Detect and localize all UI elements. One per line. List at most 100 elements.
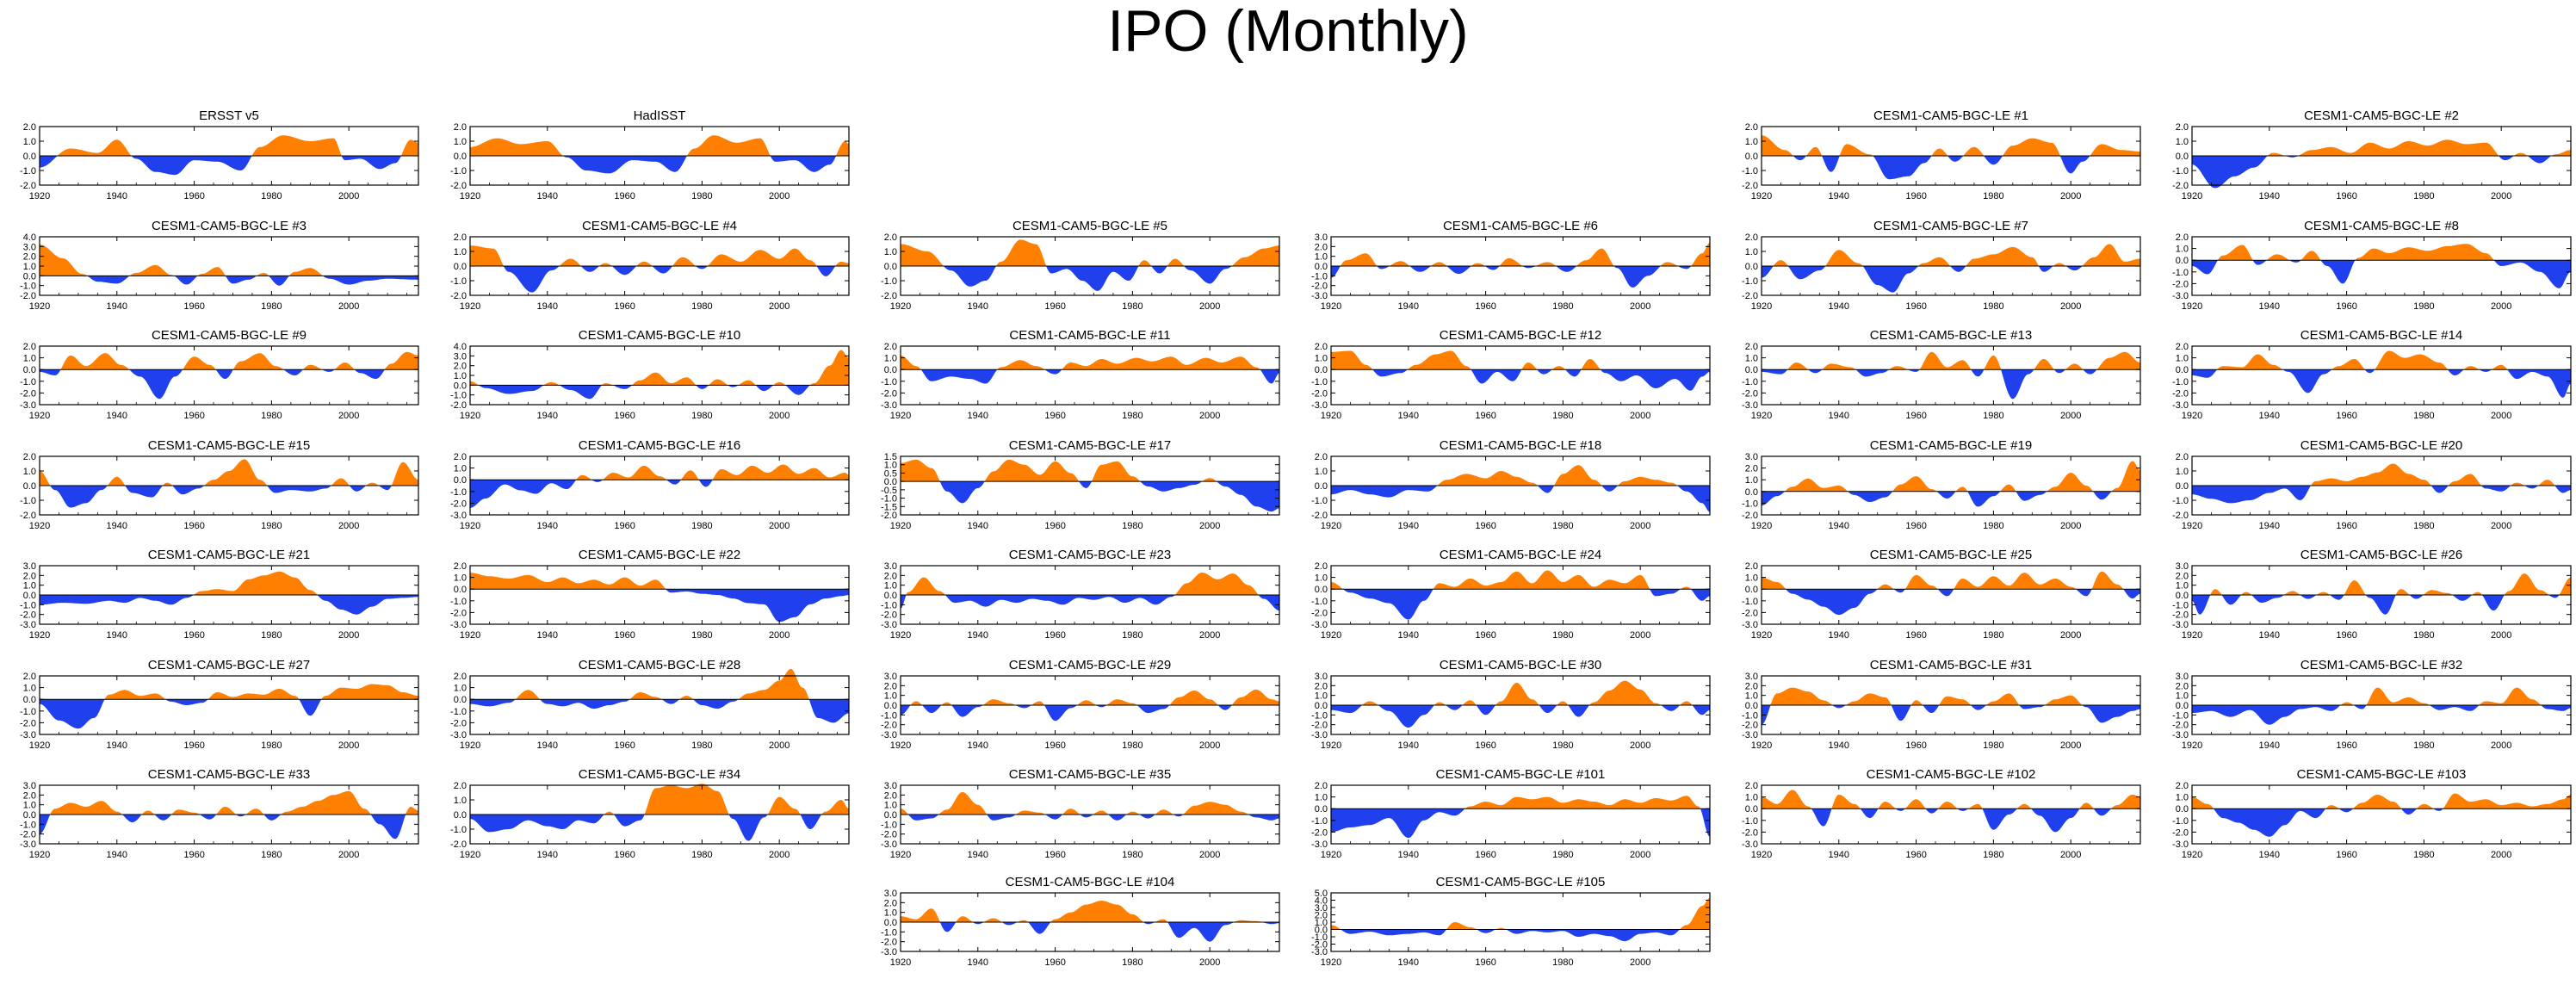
y-tick-label: -2.0	[1742, 827, 1758, 838]
y-tick-label: -1.0	[1311, 710, 1328, 721]
panel: CESM1-CAM5-BGC-LE #34 2.0 1.0 0.0 -1.0 -2.0 19…	[439, 764, 865, 871]
x-tick-label: 2000	[2060, 630, 2081, 641]
x-tick-label: 1960	[614, 521, 635, 531]
x-tick-label: 1960	[1905, 411, 1926, 421]
x-tick-label: 1920	[460, 301, 480, 312]
panel: CESM1-CAM5-BGC-LE #101 2.0 1.0 0.0 -1.0 -2.0-…	[1300, 764, 1726, 871]
panel-chart: CESM1-CAM5-BGC-LE #4 2.0 1.0 0.0 -1.0 -2.0192…	[450, 219, 850, 312]
x-tick-label: 1940	[1398, 850, 1419, 860]
y-tick-label: 1.0	[1745, 247, 1758, 257]
y-tick-label: -2.0	[2172, 279, 2189, 289]
panel: HadISST 2.0 1.0 0.0 -1.0 -2.0 1920 1940 1960 1980…	[439, 105, 865, 213]
y-tick-label: -3.0	[1311, 620, 1328, 630]
positive-area	[40, 684, 418, 700]
negative-area	[1762, 156, 2140, 180]
x-tick-label: 1960	[2336, 301, 2356, 312]
x-tick-label: 1960	[183, 630, 204, 641]
y-tick-label: -1.0	[450, 825, 467, 835]
panel-chart: CESM1-CAM5-BGC-LE #3 4.03.02.01.00.0-1.0-…	[20, 219, 419, 312]
panel-title: CESM1-CAM5-BGC-LE #4	[582, 219, 737, 233]
panel-chart: CESM1-CAM5-BGC-LE #28 2.0 1.00.0 -1.0-2.0 -3…	[450, 658, 850, 751]
x-tick-label: 1980	[1552, 521, 1573, 531]
y-tick-label: 3.0	[1745, 672, 1758, 682]
panel: CESM1-CAM5-BGC-LE #22 2.0 1.0 0.0 -1.0 -2.0 -3…	[439, 544, 865, 652]
x-tick-label: 2000	[769, 521, 790, 531]
x-tick-label: 1960	[2336, 630, 2356, 641]
y-tick-label: 1.0	[1315, 252, 1328, 263]
x-tick-label: 1920	[1321, 411, 1341, 421]
panel: CESM1-CAM5-BGC-LE #2 2.0 1.0 0.0 -1.0 -2.0 192…	[2161, 105, 2576, 213]
negative-area	[2192, 808, 2571, 837]
y-tick-label: -2.0	[2172, 181, 2189, 191]
y-tick-label: 0.0	[23, 695, 36, 705]
negative-area	[2192, 369, 2571, 398]
y-tick-label: 2.0	[2176, 122, 2189, 133]
y-tick-label: -2.0	[881, 830, 897, 840]
panel-title: CESM1-CAM5-BGC-LE #26	[2300, 548, 2462, 562]
y-tick-label: 1.0	[884, 801, 897, 811]
y-tick-label: -2.0	[1742, 511, 1758, 521]
panel: CESM1-CAM5-BGC-LE #11 2.0 1.0 0.0 -1.0 -2.0 -3…	[870, 325, 1296, 432]
x-tick-label: 1920	[1751, 630, 1772, 641]
panel: CESM1-CAM5-BGC-LE #25 2.0 1.0 0.0 -1.0 -2.0 -3…	[1731, 544, 2157, 652]
panel: CESM1-CAM5-BGC-LE #27 2.0 1.0 0.0 -1.0 -2.0 -3…	[9, 654, 435, 762]
x-tick-label: 1980	[1122, 957, 1142, 968]
positive-area	[901, 689, 1279, 705]
y-tick-label: -1.0	[1742, 710, 1758, 721]
panel-chart: CESM1-CAM5-BGC-LE #101 2.0 1.00.0-1.0-2.0-…	[1311, 767, 1711, 860]
positive-area	[2192, 139, 2571, 156]
panel-chart: CESM1-CAM5-BGC-LE #7 2.0 1.0 0.0 -1.0 -2.0192…	[1742, 219, 2141, 312]
panel-chart: CESM1-CAM5-BGC-LE #27 2.0 1.00.0 -1.0-2.0 -3…	[20, 658, 419, 751]
x-tick-label: 1980	[261, 630, 282, 641]
x-tick-label: 1980	[261, 850, 282, 860]
positive-area	[470, 135, 849, 156]
x-tick-label: 1920	[1751, 740, 1772, 751]
x-tick-label: 1920	[2182, 740, 2202, 751]
panel-title: CESM1-CAM5-BGC-LE #101	[1436, 767, 1606, 782]
x-tick-label: 1920	[890, 740, 911, 751]
panel: CESM1-CAM5-BGC-LE #14 2.0 1.0 0.0 -1.0 -2.0 -3…	[2161, 325, 2576, 432]
y-tick-label: -2.0	[1311, 388, 1328, 399]
x-tick-label: 1940	[537, 740, 558, 751]
y-tick-label: -2.0	[450, 839, 467, 850]
positive-area	[1331, 680, 1710, 705]
y-tick-label: 2.0	[2176, 232, 2189, 243]
x-tick-label: 1940	[968, 630, 988, 641]
y-tick-label: 2.0	[23, 571, 36, 581]
y-tick-label: 2.0	[1745, 781, 1758, 791]
y-tick-label: -1.0	[881, 710, 897, 721]
positive-area	[2192, 573, 2571, 595]
x-tick-label: 1940	[1398, 957, 1419, 968]
x-tick-label: 1980	[1552, 301, 1573, 312]
y-tick-label: 2.0	[1315, 911, 1328, 921]
y-tick-label: -3.0	[881, 620, 897, 630]
panel-chart: CESM1-CAM5-BGC-LE #22 2.01.00.0 -1.0-2.0 -3…	[450, 548, 850, 641]
y-tick-label: -2.0	[881, 938, 897, 948]
x-tick-label: 1980	[1983, 411, 2003, 421]
negative-area	[2192, 705, 2571, 725]
negative-area	[470, 156, 849, 174]
y-tick-label: 3.0	[454, 351, 467, 362]
panel-title: CESM1-CAM5-BGC-LE #24	[1440, 548, 1601, 562]
panel-chart: CESM1-CAM5-BGC-LE #29 3.02.01.00.0-1.0-2.…	[881, 658, 1280, 751]
y-tick-label: 1.0	[454, 137, 467, 147]
panel-title: CESM1-CAM5-BGC-LE #9	[152, 328, 307, 343]
y-tick-label: 2.0	[1745, 342, 1758, 352]
y-tick-label: -1.0	[1311, 932, 1328, 943]
y-tick-label: 3.0	[884, 781, 897, 791]
y-tick-label: -1.0	[450, 276, 467, 287]
positive-area	[40, 459, 418, 486]
y-tick-label: 2.0	[454, 232, 467, 243]
y-tick-label: -3.0	[1742, 730, 1758, 740]
y-tick-label: 1.0	[884, 247, 897, 257]
y-tick-label: 2.0	[454, 672, 467, 682]
y-tick-label: 2.0	[1745, 464, 1758, 474]
x-tick-label: 2000	[1199, 740, 1220, 751]
x-tick-label: 1920	[2182, 521, 2202, 531]
x-tick-label: 1940	[1398, 630, 1419, 641]
y-tick-label: -1.0	[450, 391, 467, 401]
y-tick-label: 2.0	[2176, 342, 2189, 352]
y-tick-label: -1.0	[881, 820, 897, 830]
y-tick-label: -2.0	[20, 610, 36, 621]
y-tick-label: 5.0	[1315, 889, 1328, 899]
